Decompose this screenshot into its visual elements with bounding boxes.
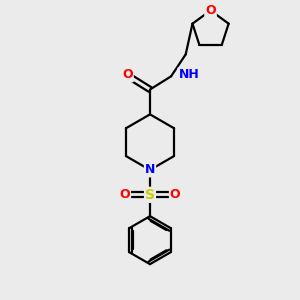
Text: O: O	[119, 188, 130, 201]
Text: O: O	[170, 188, 181, 201]
Text: O: O	[205, 4, 216, 17]
Text: O: O	[122, 68, 133, 81]
Text: S: S	[145, 188, 155, 202]
Text: N: N	[145, 164, 155, 176]
Text: NH: NH	[178, 68, 199, 81]
